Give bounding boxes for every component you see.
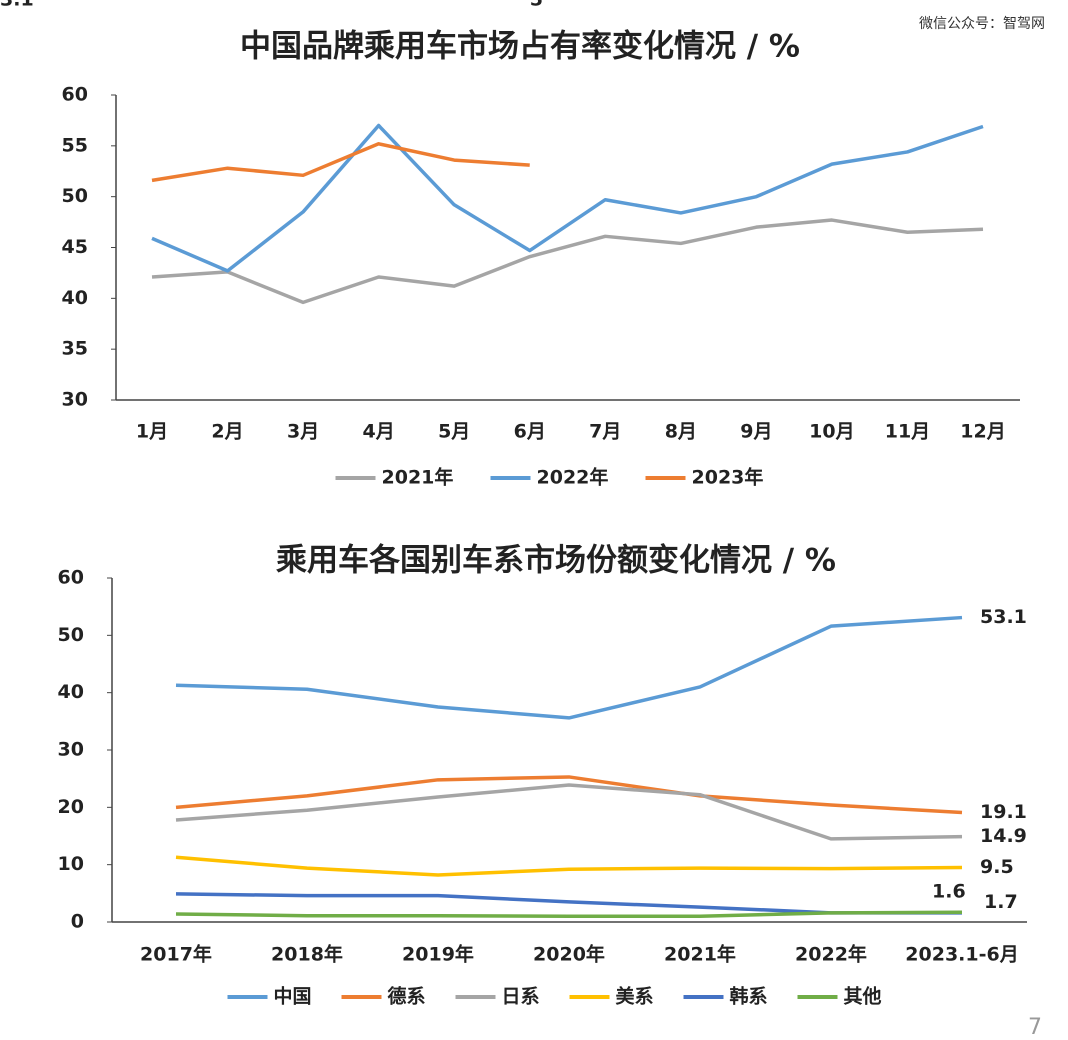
- legend-label: 德系: [388, 985, 426, 1008]
- x-tick-label: 2023.1-6月: [905, 944, 1018, 966]
- legend-label: 美系: [616, 985, 654, 1008]
- x-tick-label: 6月: [514, 421, 546, 443]
- x-tick-label: 5月: [438, 421, 470, 443]
- x-tick-label: 2019年: [402, 943, 474, 966]
- data-label: 9.5: [980, 856, 1014, 878]
- x-tick-label: 7月: [589, 421, 621, 443]
- data-label: 1.6: [932, 880, 966, 902]
- x-tick-label: 2月: [211, 421, 243, 443]
- y-tick-label: 20: [58, 796, 84, 818]
- x-tick-label: 9月: [740, 421, 772, 443]
- series-line: [151, 142, 530, 183]
- y-tick-label: 60: [58, 567, 84, 589]
- x-tick-label: 8月: [665, 421, 697, 443]
- x-tick-label: 4月: [363, 421, 395, 443]
- series-line: [151, 218, 984, 305]
- y-tick-label: 45: [62, 236, 88, 258]
- legend-label: 中国: [274, 985, 312, 1008]
- x-tick-label: 11月: [885, 421, 930, 443]
- series-line: [175, 615, 963, 720]
- y-tick-label: 40: [62, 287, 88, 309]
- x-tick-label: 2018年: [271, 943, 343, 966]
- series-line: [175, 783, 963, 841]
- y-tick-label: 50: [62, 185, 88, 207]
- x-tick-label: 2017年: [140, 943, 212, 966]
- legend-label: 其他: [844, 985, 882, 1008]
- y-tick-label: 40: [58, 681, 84, 703]
- legend-label: 韩系: [730, 985, 768, 1008]
- legend-label: 2021年: [382, 466, 454, 489]
- series-line: [151, 123, 984, 273]
- x-tick-label: 2022年: [795, 943, 867, 966]
- y-tick-label: 0: [71, 911, 84, 933]
- data-label: 19.1: [980, 801, 1027, 823]
- y-tick-label: 30: [58, 739, 84, 761]
- legend-label: 2022年: [537, 466, 609, 489]
- legend-label: 日系: [502, 986, 540, 1008]
- x-tick-label: 2020年: [533, 943, 605, 966]
- y-tick-label: 60: [62, 84, 88, 106]
- y-tick-label: 10: [58, 853, 84, 875]
- y-tick-label: 35: [62, 338, 88, 360]
- x-tick-label: 1月: [136, 421, 168, 443]
- series-line: [175, 892, 962, 915]
- y-tick-label: 55: [62, 134, 88, 156]
- page-number: 7: [1028, 1015, 1042, 1040]
- series-line: [175, 910, 963, 919]
- data-label: 1.7: [984, 891, 1018, 913]
- series-line: [175, 775, 963, 815]
- y-tick-label: 30: [62, 389, 88, 411]
- data-label: 14.9: [980, 825, 1027, 847]
- data-label: 53.1: [0, 0, 543, 11]
- watermark: 微信公众号：智驾网: [919, 16, 1045, 32]
- x-tick-label: 10月: [809, 421, 854, 443]
- chart-title: 乘用车各国别车系市场份额变化情况 / %: [276, 543, 836, 579]
- chart-title: 中国品牌乘用车市场占有率变化情况 / %: [240, 29, 800, 65]
- series-line: [175, 855, 963, 877]
- x-tick-label: 12月: [960, 421, 1005, 443]
- x-tick-label: 3月: [287, 421, 319, 443]
- data-label: 53.1: [980, 606, 1027, 628]
- legend-label: 2023年: [692, 466, 764, 489]
- x-tick-label: 2021年: [664, 943, 736, 966]
- y-tick-label: 50: [58, 624, 84, 646]
